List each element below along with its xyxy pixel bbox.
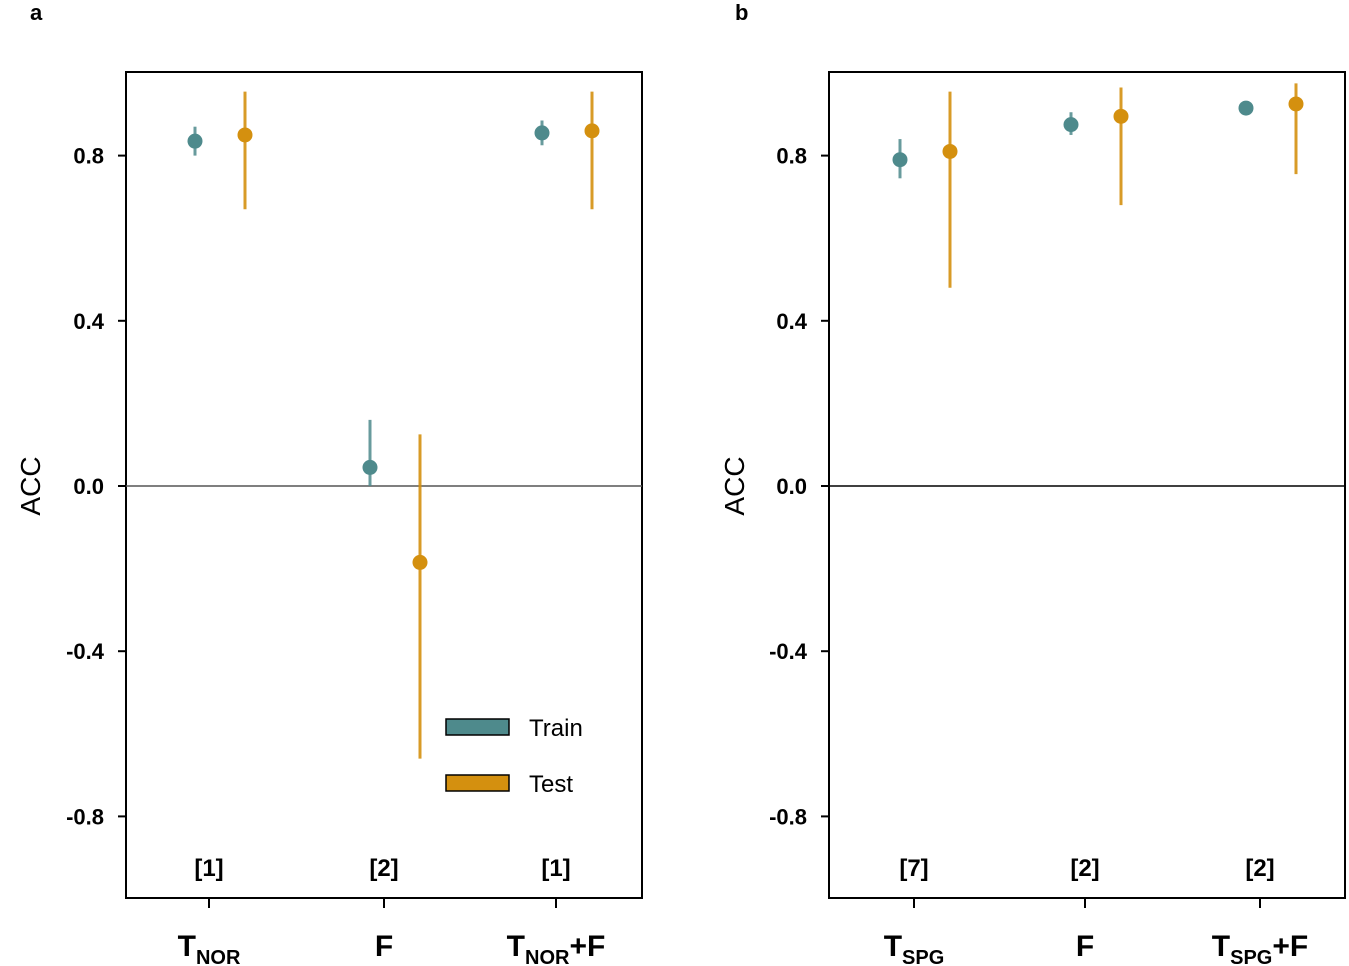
panel-letter: b bbox=[735, 0, 748, 25]
y-tick-label: -0.8 bbox=[769, 804, 807, 829]
panel-letter: a bbox=[30, 0, 43, 25]
y-tick-label: -0.4 bbox=[769, 639, 808, 664]
y-tick-label: 0.4 bbox=[776, 309, 807, 334]
sample-count-label: [1] bbox=[194, 855, 223, 882]
test-point bbox=[584, 123, 600, 139]
x-category-label: TSPG bbox=[884, 930, 945, 966]
y-tick-label: -0.8 bbox=[66, 804, 104, 829]
test-point bbox=[412, 554, 428, 570]
train-point bbox=[892, 152, 908, 168]
train-legend-label: Train bbox=[529, 715, 583, 742]
test-legend-swatch bbox=[445, 774, 510, 792]
y-tick-label: -0.4 bbox=[66, 639, 105, 664]
sample-count-label: [2] bbox=[1070, 855, 1099, 882]
test-point bbox=[1288, 96, 1304, 112]
train-point bbox=[534, 125, 550, 141]
x-category-label: TNOR+F bbox=[507, 930, 606, 966]
x-category-label: F bbox=[1076, 930, 1094, 963]
sample-count-label: [1] bbox=[541, 855, 570, 882]
test-legend-label: Test bbox=[529, 771, 573, 798]
y-tick-label: 0.0 bbox=[73, 474, 104, 499]
test-point bbox=[942, 143, 958, 159]
legend: Train Test bbox=[445, 715, 583, 798]
plot-frame bbox=[828, 71, 1346, 899]
sample-count-label: [2] bbox=[369, 855, 398, 882]
test-point bbox=[237, 127, 253, 143]
panel-b: b -0.8 -0.4 0.0 0.4 0.8 ACC [7] TSPG [2] F [2] TSPG+… bbox=[719, 0, 1346, 966]
train-legend-swatch bbox=[445, 718, 510, 736]
train-point bbox=[187, 133, 203, 149]
train-point bbox=[1063, 117, 1079, 133]
sample-count-label: [2] bbox=[1245, 855, 1274, 882]
y-tick-label: 0.8 bbox=[73, 144, 104, 169]
sample-count-label: [7] bbox=[899, 855, 928, 882]
train-point bbox=[1238, 100, 1254, 116]
train-point bbox=[362, 459, 378, 475]
y-tick-label: 0.0 bbox=[776, 474, 807, 499]
test-point bbox=[1113, 108, 1129, 124]
y-axis-label: ACC bbox=[15, 456, 46, 515]
y-tick-label: 0.8 bbox=[776, 144, 807, 169]
y-axis-label: ACC bbox=[719, 456, 750, 515]
x-category-label: TSPG+F bbox=[1212, 930, 1308, 966]
panel-a: a -0.8 -0.4 0.0 0.4 0.8 ACC [1] TNOR [2] F [1] TNOR+… bbox=[15, 0, 643, 966]
x-category-label: F bbox=[375, 930, 393, 963]
x-category-label: TNOR bbox=[178, 930, 241, 966]
y-tick-label: 0.4 bbox=[73, 309, 104, 334]
